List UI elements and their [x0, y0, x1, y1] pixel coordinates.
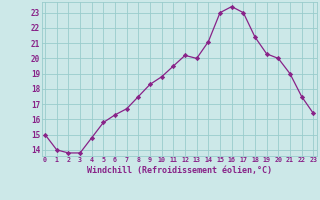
X-axis label: Windchill (Refroidissement éolien,°C): Windchill (Refroidissement éolien,°C) — [87, 166, 272, 175]
